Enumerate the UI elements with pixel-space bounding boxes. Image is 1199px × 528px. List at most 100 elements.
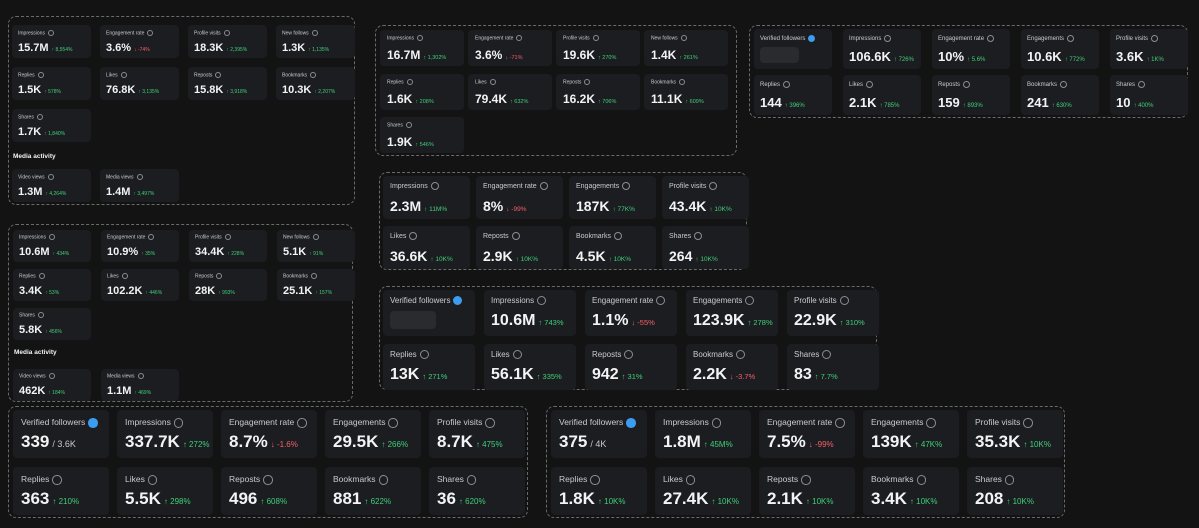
metric-change: ↑ 743% [538, 318, 564, 327]
info-icon [590, 475, 600, 485]
metric-change: ↑ 3,918% [226, 89, 248, 95]
metric-tile: Engagement rate 1.1% ↓ -55% [585, 290, 677, 336]
metric-tile: Impressions 10.6M ↑ 743% [484, 290, 576, 336]
info-icon [388, 418, 398, 428]
metric-change: ↑ 47K% [914, 440, 943, 449]
metric-value-text: 462K [19, 385, 46, 397]
info-icon [38, 273, 45, 279]
metric-value-text: 375 [559, 432, 588, 451]
info-icon [987, 35, 995, 42]
metric-label-text: Shares [1116, 82, 1136, 89]
metric-tile: Reposts 28K ↑ 993% [189, 269, 267, 301]
metric-value-text: 208 [975, 489, 1004, 508]
metric-tile: Likes 36.6K ↑ 10K% [383, 226, 470, 269]
metric-label: Replies [19, 273, 45, 279]
info-icon [622, 182, 631, 190]
metric-tile: Profile visits 8.7K ↑ 475% [429, 410, 525, 458]
metric-tile: Shares 1.7K ↑ 1,840% [12, 109, 91, 142]
metric-tile: Bookmarks 2.2K ↓ -3.7% [686, 344, 778, 390]
metric-label-text: Shares [18, 114, 34, 121]
metric-tile: Shares 83 ↑ 7.7% [787, 344, 879, 390]
metric-label-text: Likes [107, 273, 119, 280]
info-icon [47, 174, 54, 180]
analytics-panel: Impressions 15.7M ↑ 8,554% Engagement rate 3… [8, 16, 355, 205]
info-icon [511, 232, 520, 240]
metric-change: ↑ 456% [45, 329, 62, 335]
metric-change: ↑ 10K% [711, 497, 739, 506]
info-icon [430, 182, 439, 190]
metric-label-text: Replies [18, 72, 35, 79]
metric-label-text: Likes [390, 232, 407, 240]
metric-change: ↑ 335% [536, 372, 562, 381]
metric-value: 3.6% ↓ -71% [475, 48, 522, 62]
metric-label: Shares [18, 114, 43, 120]
metric-value: 3.4K ↑ 10K% [871, 489, 938, 509]
metric-label: Engagements [871, 417, 936, 428]
metric-change: ↑ 4,264% [45, 191, 67, 197]
metric-tile: Engagement rate 8.7% ↓ -1.6% [221, 410, 317, 458]
metric-value: 36 ↑ 620% [437, 489, 486, 509]
info-icon [121, 273, 128, 279]
metric-value-text: 16.7M [387, 48, 421, 62]
metric-value: 79.4K ↑ 632% [475, 92, 528, 106]
metric-change: ↑ 1,840% [44, 131, 66, 137]
metric-value: 18.3K ↑ 2,395% [194, 42, 247, 54]
metric-label: Reposts [563, 78, 591, 85]
metric-tile: Verified followers [383, 290, 475, 336]
metric-tile: New follows 1.3K ↑ 1,135% [276, 25, 355, 58]
metric-tile: Profile visits 43.4K ↑ 10K% [662, 176, 749, 219]
metric-change: ↑ 2,395% [226, 47, 248, 53]
metric-label-text: Engagements [871, 417, 924, 427]
metric-change: ↑ 993% [218, 290, 235, 296]
metric-tile: Replies 144 ↑ 396% [754, 75, 832, 115]
metric-label: Replies [21, 474, 62, 485]
metric-value: 2.2K ↓ -3.7% [693, 366, 755, 384]
metric-label: Reposts [938, 81, 971, 88]
info-icon [416, 35, 423, 41]
metric-label: Bookmarks [333, 474, 389, 485]
metric-change: ↑ 7.7% [814, 372, 838, 381]
analytics-panel: Impressions 2.3M ↑ 11M% Engagement rate 8% ↓ … [379, 172, 749, 270]
metric-value: 942 ↑ 31% [592, 366, 643, 384]
info-icon [884, 35, 892, 42]
metric-label-text: Video views [19, 373, 46, 380]
metric-tile: Engagement rate 10% ↑ 5.6% [932, 29, 1010, 69]
metric-label-text: Reposts [483, 232, 509, 240]
metric-tile: Bookmarks 3.4K ↑ 10K% [863, 467, 959, 515]
metric-label-text: Replies [760, 82, 781, 89]
metric-label: Profile visits [669, 182, 718, 190]
metric-tile: Profile visits 19.6K ↑ 270% [556, 30, 640, 66]
metric-value: 3.4K ↑ 53% [19, 285, 59, 297]
metric-value: 1.1M ↑ 469% [107, 385, 151, 397]
metric-label-text: Impressions [663, 417, 709, 427]
metric-label-text: Engagement rate [483, 182, 537, 190]
info-icon [711, 418, 722, 428]
metric-label: Shares [437, 474, 477, 485]
metric-label-text: Engagements [333, 417, 386, 427]
metric-change: ↑ 45M% [703, 440, 733, 449]
metric-label: New follows [283, 234, 319, 240]
metric-label-text: Profile visits [195, 234, 222, 241]
metric-value: 43.4K ↑ 10K% [669, 198, 732, 214]
metric-value: 29.5K ↑ 266% [333, 432, 408, 452]
metric-label: Impressions [125, 417, 184, 428]
metric-tile: New follows 5.1K ↑ 91% [277, 230, 355, 262]
metric-value: 8.7K ↑ 475% [437, 432, 503, 452]
metric-value-text: 8% [483, 198, 504, 214]
metric-change: ↑ 622% [364, 497, 392, 506]
analytics-panel: Verified followers Impressions 106.6K ↑ 726… [749, 25, 1188, 118]
metric-tile: Engagement rate 3.6% ↓ -71% [468, 30, 552, 66]
metric-value-text: 1.5K [18, 84, 42, 96]
metric-label-text: Likes [475, 78, 487, 85]
metric-label: Reposts [195, 273, 223, 279]
metric-value: 462K ↑ 184% [19, 385, 65, 397]
analytics-panel: Impressions 16.7M ↑ 1,302% Engagement rate 3… [375, 25, 737, 156]
info-icon [466, 475, 477, 485]
metric-label-text: Bookmarks [693, 350, 734, 359]
metric-label-text: Replies [19, 273, 36, 280]
metric-value: 10.6M ↑ 743% [491, 312, 564, 330]
metric-value: 139K ↑ 47K% [871, 432, 942, 452]
info-icon [614, 232, 623, 240]
metric-label-text: Profile visits [437, 417, 483, 427]
